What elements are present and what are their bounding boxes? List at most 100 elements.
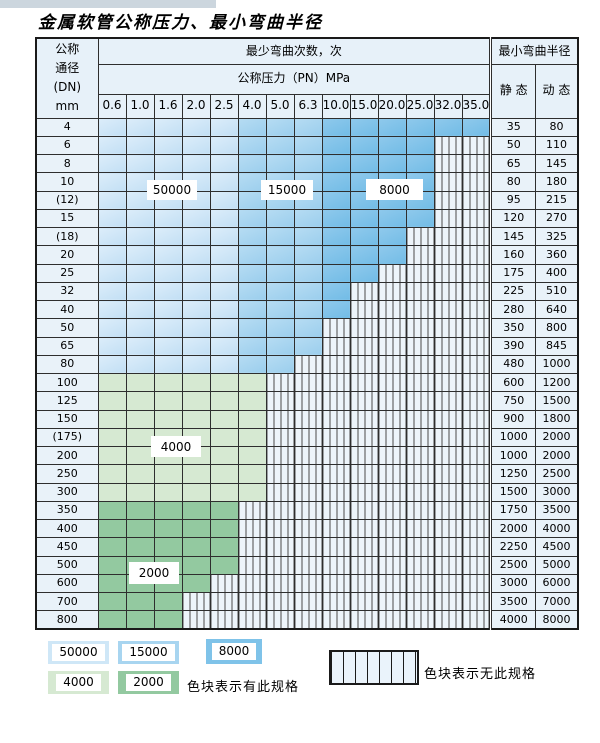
spec-cell-available	[181, 555, 211, 575]
spec-cell-available	[349, 263, 379, 283]
table-row: 125 750 1500	[35, 391, 579, 411]
table-row: 100 600 1200	[35, 372, 579, 393]
dynamic-value: 1800	[535, 409, 579, 429]
dn-header-line: 通径	[55, 61, 80, 76]
spec-cell-unavailable	[321, 318, 351, 338]
spec-cell-unavailable	[405, 555, 435, 575]
table-row: 65 390 845	[35, 336, 579, 356]
spec-cell-available	[209, 500, 239, 521]
spec-cell-unavailable	[349, 555, 379, 575]
table-row: 4 35 80	[35, 117, 579, 137]
dynamic-value: 3500	[535, 500, 579, 521]
spec-cell-available	[153, 263, 183, 283]
dn-cell: 15	[35, 208, 99, 229]
spec-cell-unavailable	[349, 482, 379, 502]
table-row: 800 4000 8000	[35, 610, 579, 630]
spec-cell-available	[377, 135, 407, 156]
spec-cell-unavailable	[433, 190, 463, 210]
spec-cell-available	[97, 500, 127, 521]
dynamic-value: 180	[535, 172, 579, 192]
spec-cell-unavailable	[433, 573, 463, 594]
static-value: 95	[489, 190, 537, 210]
spec-cell-available	[321, 135, 351, 156]
spec-cell-unavailable	[321, 500, 351, 521]
spec-cell-unavailable	[265, 391, 295, 411]
spec-cell-available	[153, 500, 183, 521]
spec-cell-available	[125, 409, 155, 429]
dynamic-column-header: 动 态	[535, 63, 579, 119]
legend-swatch-label: 4000	[56, 674, 101, 691]
cycles-region-label-50000: 50000	[147, 180, 197, 200]
spec-cell-unavailable	[265, 537, 295, 557]
spec-cell-unavailable	[433, 281, 463, 302]
table-row: 8 65 145	[35, 153, 579, 174]
dn-cell: (175)	[35, 427, 99, 448]
spec-cell-available	[293, 263, 323, 283]
spec-cell-unavailable	[433, 354, 463, 375]
spec-cell-available	[181, 135, 211, 156]
spec-cell-available	[97, 482, 127, 502]
spec-cell-unavailable	[405, 427, 435, 448]
static-value: 480	[489, 354, 537, 375]
static-value: 80	[489, 172, 537, 192]
spec-cell-available	[349, 117, 379, 137]
spec-cell-available	[237, 281, 267, 302]
spec-cell-available	[237, 153, 267, 174]
static-value: 175	[489, 263, 537, 283]
spec-cell-available	[209, 518, 239, 539]
spec-cell-available	[265, 117, 295, 137]
spec-cell-available	[209, 281, 239, 302]
spec-cell-available	[293, 318, 323, 338]
spec-cell-available	[209, 318, 239, 338]
spec-cell-unavailable	[433, 500, 463, 521]
spec-cell-available	[97, 336, 127, 356]
spec-cell-unavailable	[321, 409, 351, 429]
spec-cell-unavailable	[377, 518, 407, 539]
spec-cell-unavailable	[321, 427, 351, 448]
table-row: 400 2000 4000	[35, 518, 579, 539]
spec-cell-available	[265, 153, 295, 174]
table-row: (12) 95 215	[35, 190, 579, 210]
spec-cell-available	[349, 226, 379, 247]
pressure-tick: 10.0	[321, 93, 351, 119]
table-row: 450 2250 4500	[35, 537, 579, 557]
spec-cell-unavailable	[433, 482, 463, 502]
dynamic-value: 800	[535, 318, 579, 338]
spec-cell-unavailable	[349, 372, 379, 393]
dn-cell: 450	[35, 537, 99, 557]
spec-cell-unavailable	[377, 427, 407, 448]
spec-cell-unavailable	[433, 555, 463, 575]
dn-cell: 25	[35, 263, 99, 283]
spec-cell-unavailable	[349, 391, 379, 411]
spec-cell-available	[293, 117, 323, 137]
spec-cell-available	[237, 318, 267, 338]
spec-cell-available	[97, 299, 127, 320]
spec-cell-available	[97, 518, 127, 539]
spec-cell-available	[125, 281, 155, 302]
spec-cell-unavailable	[321, 354, 351, 375]
spec-cell-available	[209, 372, 239, 393]
legend-swatch-2000: 2000	[118, 671, 179, 694]
spec-cell-unavailable	[293, 409, 323, 429]
spec-cell-unavailable	[461, 518, 492, 539]
spec-cell-available	[265, 263, 295, 283]
legend-swatch-label: 50000	[52, 644, 105, 661]
spec-cell-unavailable	[405, 336, 435, 356]
spec-cell-unavailable	[377, 372, 407, 393]
spec-cell-unavailable	[377, 591, 407, 612]
spec-cell-unavailable	[293, 464, 323, 484]
dynamic-value: 3000	[535, 482, 579, 502]
spec-table-wrapper: 公称 通径 (DN) mm 最少弯曲次数，次 最小弯曲半径 公称压力（PN）MPa 静 态动 …	[35, 37, 579, 630]
spec-cell-available	[181, 518, 211, 539]
spec-cell-available	[209, 482, 239, 502]
spec-cell-available	[125, 263, 155, 283]
legend-swatch-label: 15000	[122, 644, 175, 661]
spec-cell-unavailable	[461, 500, 492, 521]
spec-cell-available	[97, 409, 127, 429]
table-row: 300 1500 3000	[35, 482, 579, 502]
spec-cell-available	[97, 318, 127, 338]
spec-cell-available	[97, 610, 127, 630]
dynamic-value: 2000	[535, 427, 579, 448]
spec-cell-unavailable	[321, 591, 351, 612]
spec-cell-available	[153, 537, 183, 557]
